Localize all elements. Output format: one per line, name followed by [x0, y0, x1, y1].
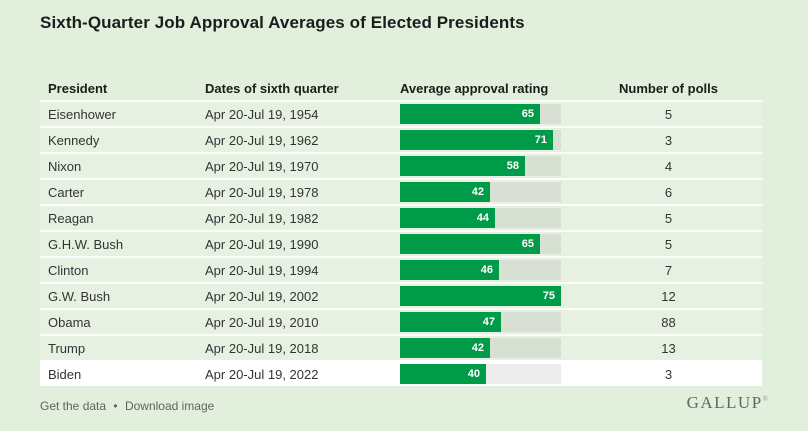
polls-cell: 13 [661, 340, 676, 356]
president-cell: Reagan [48, 210, 94, 226]
approval-bar-track: 46 [400, 260, 561, 280]
approval-bar-track: 42 [400, 182, 561, 202]
bar-value-label: 42 [471, 342, 484, 354]
president-cell: G.W. Bush [48, 288, 111, 304]
polls-cell: 5 [664, 210, 673, 226]
footer-links: Get the data • Download image [40, 399, 214, 413]
table-header-row: President Dates of sixth quarter Average… [40, 76, 762, 100]
table-row: Reagan Apr 20-Jul 19, 1982 44 5 [40, 204, 762, 230]
header-dates: Dates of sixth quarter [205, 80, 339, 96]
approval-bar-fill: 65 [400, 104, 540, 124]
approval-bar-fill: 71 [400, 130, 553, 150]
table-row: Nixon Apr 20-Jul 19, 1970 58 4 [40, 152, 762, 178]
gallup-wordmark: GALLUP [686, 393, 763, 412]
polls-cell: 6 [664, 184, 673, 200]
bar-value-label: 58 [506, 160, 519, 172]
president-cell: Clinton [48, 262, 89, 278]
dates-cell: Apr 20-Jul 19, 1954 [205, 106, 319, 122]
president-cell: Nixon [48, 158, 82, 174]
president-cell: Obama [48, 314, 91, 330]
footer-bullet-separator: • [113, 399, 118, 413]
bar-value-label: 42 [471, 186, 484, 198]
bar-value-label: 65 [521, 108, 534, 120]
table-row: Clinton Apr 20-Jul 19, 1994 46 7 [40, 256, 762, 282]
dates-cell: Apr 20-Jul 19, 2002 [205, 288, 319, 304]
approval-bar-fill: 42 [400, 338, 490, 358]
approval-bar-fill: 65 [400, 234, 540, 254]
polls-cell: 4 [664, 158, 673, 174]
gallup-logo: GALLUP® [687, 393, 768, 413]
get-the-data-link[interactable]: Get the data [40, 399, 107, 413]
dates-cell: Apr 20-Jul 19, 1994 [205, 262, 319, 278]
bar-value-label: 46 [480, 264, 493, 276]
table-row: G.W. Bush Apr 20-Jul 19, 2002 75 12 [40, 282, 762, 308]
polls-cell: 3 [664, 132, 673, 148]
table-row: G.H.W. Bush Apr 20-Jul 19, 1990 65 5 [40, 230, 762, 256]
bar-value-label: 40 [467, 368, 480, 380]
polls-cell: 88 [661, 314, 676, 330]
dates-cell: Apr 20-Jul 19, 2018 [205, 340, 319, 356]
president-cell: Carter [48, 184, 85, 200]
approval-bar-fill: 44 [400, 208, 495, 228]
approval-bar-fill: 42 [400, 182, 490, 202]
approval-bar-fill: 47 [400, 312, 501, 332]
table-row: Biden Apr 20-Jul 19, 2022 40 3 [40, 360, 762, 386]
header-approval: Average approval rating [400, 80, 549, 96]
header-polls: Number of polls [619, 80, 718, 96]
bar-value-label: 47 [482, 316, 495, 328]
table-row: Carter Apr 20-Jul 19, 1978 42 6 [40, 178, 762, 204]
dates-cell: Apr 20-Jul 19, 1990 [205, 236, 319, 252]
registered-trademark-icon: ® [762, 395, 768, 404]
approval-bar-track: 71 [400, 130, 561, 150]
bar-value-label: 65 [521, 238, 534, 250]
president-cell: Eisenhower [48, 106, 116, 122]
table-row: Kennedy Apr 20-Jul 19, 1962 71 3 [40, 126, 762, 152]
bar-value-label: 71 [534, 134, 547, 146]
president-cell: G.H.W. Bush [48, 236, 124, 252]
approval-bar-track: 47 [400, 312, 561, 332]
approval-bar-track: 44 [400, 208, 561, 228]
approval-bar-fill: 46 [400, 260, 499, 280]
polls-cell: 5 [664, 106, 673, 122]
dates-cell: Apr 20-Jul 19, 1962 [205, 132, 319, 148]
approval-bar-fill: 75 [400, 286, 561, 306]
polls-cell: 3 [664, 366, 673, 382]
table-body: Eisenhower Apr 20-Jul 19, 1954 65 5 Kenn… [40, 100, 762, 386]
dates-cell: Apr 20-Jul 19, 1970 [205, 158, 319, 174]
polls-cell: 12 [661, 288, 676, 304]
approval-bar-fill: 58 [400, 156, 525, 176]
approval-bar-track: 65 [400, 234, 561, 254]
table-row: Eisenhower Apr 20-Jul 19, 1954 65 5 [40, 100, 762, 126]
bar-value-label: 44 [476, 212, 489, 224]
approval-bar-track: 75 [400, 286, 561, 306]
page-title: Sixth-Quarter Job Approval Averages of E… [40, 13, 525, 32]
dates-cell: Apr 20-Jul 19, 1982 [205, 210, 319, 226]
approval-bar-track: 58 [400, 156, 561, 176]
approval-bar-track: 40 [400, 364, 561, 384]
header-president: President [48, 80, 108, 96]
bar-value-label: 75 [542, 290, 555, 302]
table-row: Trump Apr 20-Jul 19, 2018 42 13 [40, 334, 762, 360]
president-cell: Trump [48, 340, 86, 356]
dates-cell: Apr 20-Jul 19, 2022 [205, 366, 319, 382]
polls-cell: 5 [664, 236, 673, 252]
polls-cell: 7 [664, 262, 673, 278]
dates-cell: Apr 20-Jul 19, 2010 [205, 314, 319, 330]
table-row: Obama Apr 20-Jul 19, 2010 47 88 [40, 308, 762, 334]
approval-bar-track: 65 [400, 104, 561, 124]
president-cell: Kennedy [48, 132, 100, 148]
approval-bar-track: 42 [400, 338, 561, 358]
dates-cell: Apr 20-Jul 19, 1978 [205, 184, 319, 200]
approval-bar-fill: 40 [400, 364, 486, 384]
download-image-link[interactable]: Download image [124, 399, 215, 413]
president-cell: Biden [48, 366, 82, 382]
approval-table: President Dates of sixth quarter Average… [40, 76, 762, 386]
